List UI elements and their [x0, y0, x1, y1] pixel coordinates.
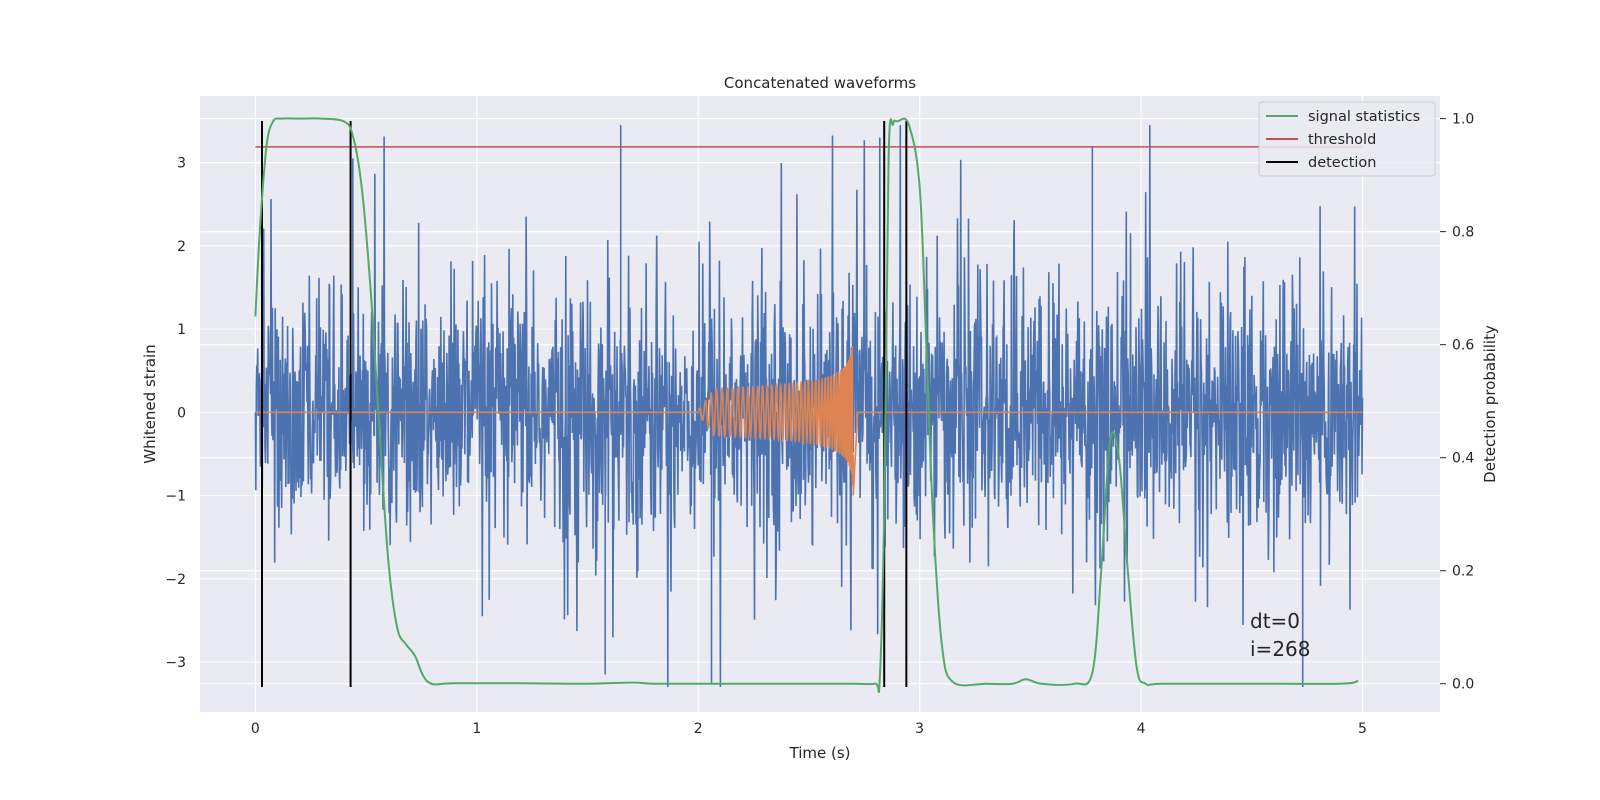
x-tick-label-5: 5	[1358, 721, 1367, 737]
legend: signal statistics threshold detection	[1258, 101, 1436, 177]
legend-label-threshold: threshold	[1308, 132, 1376, 148]
series-signal-statistics	[254, 117, 1359, 694]
x-tick-label-1: 1	[472, 721, 481, 737]
legend-label-signal-statistics: signal statistics	[1308, 109, 1420, 125]
y-tick-label-6: 3	[177, 156, 186, 172]
y2-axis-label: Detection probability	[1481, 325, 1499, 483]
y2-tick-label-1: 0.2	[1452, 564, 1474, 580]
series-injected-waveform	[255, 346, 1363, 496]
y-axis-label: Whitened strain	[141, 344, 159, 463]
x-axis-label: Time (s)	[789, 744, 851, 762]
annotation-dt: dt=0	[1250, 609, 1300, 633]
y-tick-label-1: −2	[165, 572, 186, 588]
y2-tick-label-2: 0.4	[1452, 451, 1474, 467]
y-tick-label-3: 0	[177, 405, 186, 421]
tick-labels: 0 1 2 3 4 5 −3 −2 −1 0 1 2 3 0.0 0.2 0.4 0.6 0.8 1.0	[165, 112, 1474, 737]
x-tick-label-2: 2	[694, 721, 703, 737]
y-tick-label-4: 1	[177, 322, 186, 338]
y-tick-label-0: −3	[165, 655, 186, 671]
y-tick-label-2: −1	[165, 489, 186, 505]
annotation-index: i=268	[1250, 637, 1311, 661]
x-tick-label-0: 0	[251, 721, 260, 737]
plot-area	[254, 117, 1364, 694]
y2-tick-label-4: 0.8	[1452, 225, 1474, 241]
y2-tick-label-0: 0.0	[1452, 677, 1474, 693]
legend-box	[1258, 101, 1436, 177]
chart-title: Concatenated waveforms	[724, 74, 916, 92]
y-tick-label-5: 2	[177, 239, 186, 255]
legend-label-detection: detection	[1308, 155, 1376, 171]
y2-tick-label-3: 0.6	[1452, 338, 1474, 354]
y2-tick-label-5: 1.0	[1452, 112, 1474, 128]
x-tick-label-3: 3	[915, 721, 924, 737]
x-tick-label-4: 4	[1137, 721, 1146, 737]
